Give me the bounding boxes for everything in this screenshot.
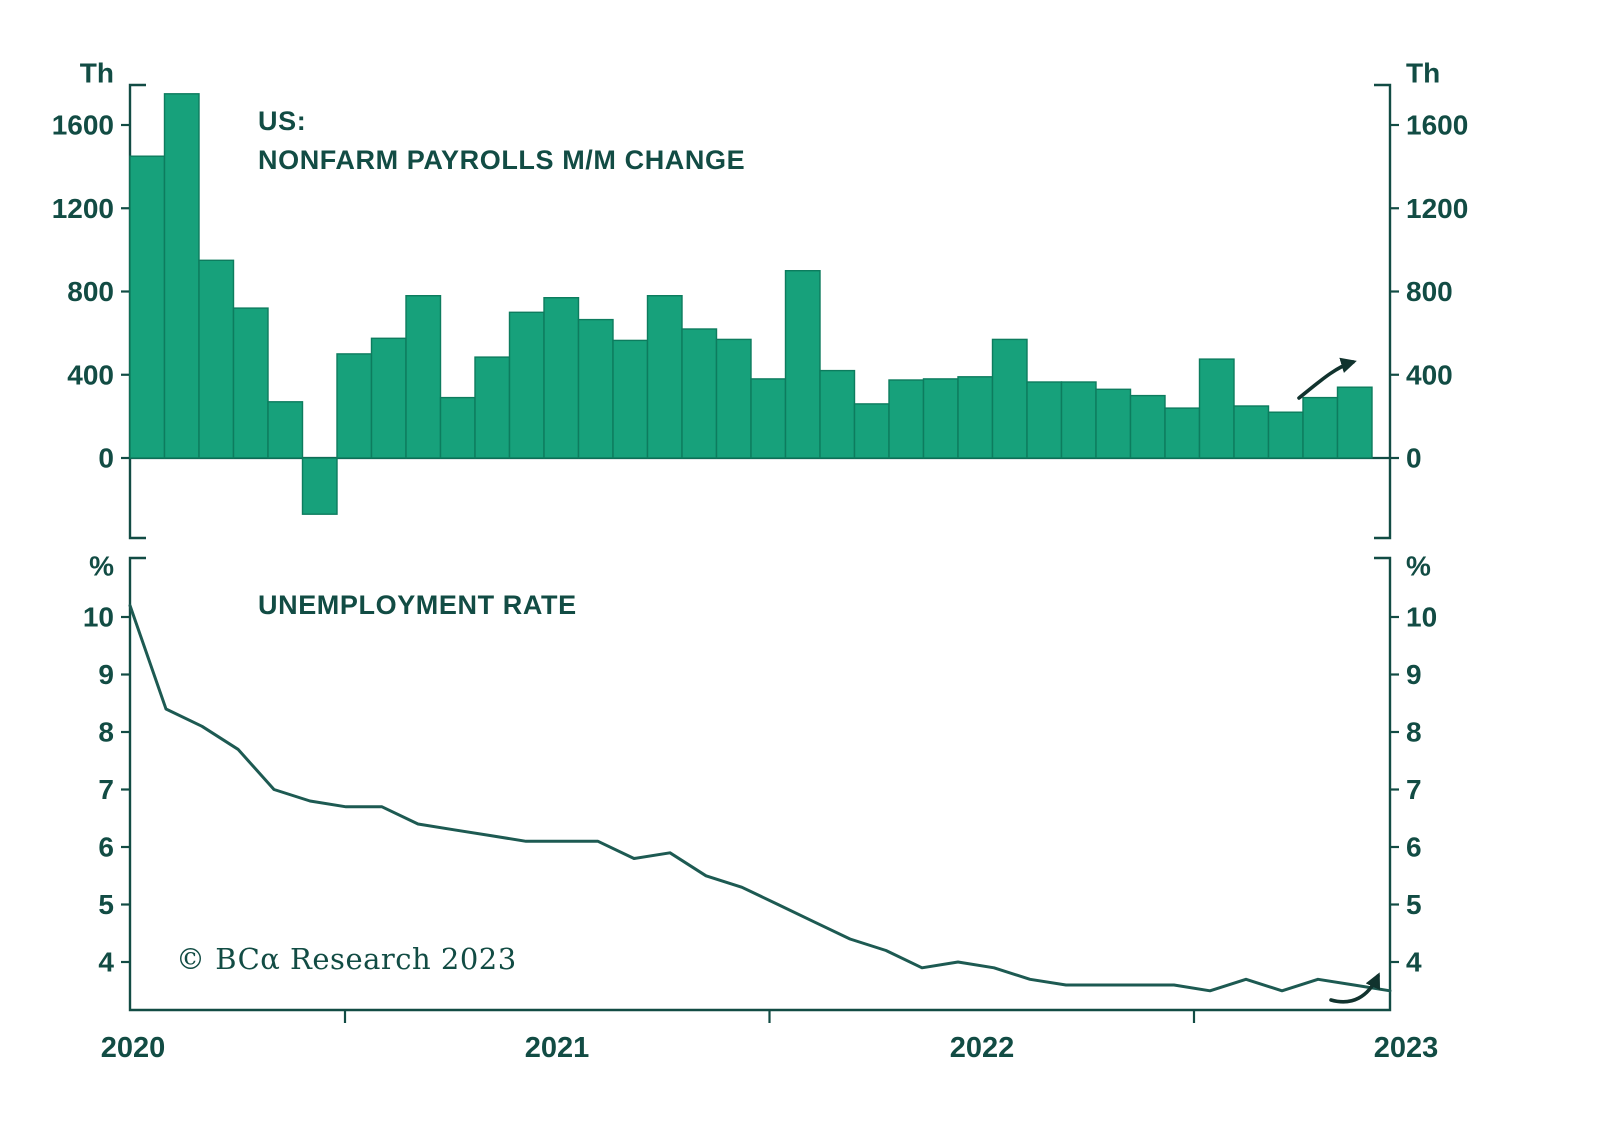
payroll-bar: [232, 307, 269, 459]
unemployment-ytick-label: 5: [1406, 889, 1422, 920]
payroll-bar: [1267, 411, 1304, 459]
payroll-bar: [1336, 386, 1373, 459]
payroll-bar: [198, 259, 235, 459]
unemployment-axis-frame: [128, 556, 1392, 1012]
payroll-bar: [405, 295, 442, 459]
unemployment-ytick-label: 4: [1406, 947, 1422, 978]
x-year-label: 2020: [101, 1032, 166, 1064]
unemployment-ytick-label: 7: [98, 774, 114, 805]
payroll-bar: [439, 396, 476, 459]
payroll-bar: [888, 379, 925, 459]
unemployment-unit-label: %: [1406, 551, 1431, 582]
payrolls-title-region: US:: [258, 106, 307, 136]
unemployment-ytick-label: 8: [98, 717, 114, 748]
payrolls-ytick-label: 0: [98, 443, 114, 474]
payroll-bar: [1302, 396, 1339, 459]
payroll-bar: [819, 369, 856, 459]
payrolls-ytick-label: 1200: [52, 193, 114, 224]
unemployment-ytick-label: 4: [98, 947, 114, 978]
payroll-bar: [336, 353, 373, 459]
x-year-label: 2022: [950, 1032, 1015, 1064]
payroll-bar: [370, 337, 407, 459]
unemployment-ytick-label: 10: [1406, 602, 1437, 633]
payrolls-unit-label: Th: [1406, 58, 1440, 89]
unemployment-ytick-label: 5: [98, 889, 114, 920]
payroll-bar: [1095, 388, 1132, 459]
unemployment-ytick-label: 6: [98, 832, 114, 863]
payroll-bar: [922, 378, 959, 459]
copyright-note: © BCα Research 2023: [176, 942, 517, 976]
payroll-bar: [129, 155, 166, 459]
unemployment-ytick-label: 10: [83, 602, 114, 633]
payroll-bar: [1129, 394, 1166, 459]
payrolls-ytick-label: 800: [1406, 276, 1453, 307]
payroll-bar: [1026, 381, 1063, 459]
payrolls-ytick-label: 400: [1406, 359, 1453, 390]
x-year-label: 2023: [1374, 1032, 1439, 1064]
payrolls-title-series: NONFARM PAYROLLS M/M CHANGE: [258, 145, 746, 175]
payroll-bar: [957, 376, 994, 459]
unemployment-trend-arrow-icon: [1329, 972, 1381, 1004]
payroll-bar: [267, 401, 304, 459]
payrolls-ytick-label: 1600: [1406, 110, 1468, 141]
payroll-bar: [715, 338, 752, 459]
payroll-bar: [301, 457, 338, 515]
payroll-bar: [1198, 358, 1235, 459]
payroll-bar: [853, 403, 890, 459]
payroll-bar: [784, 270, 821, 459]
payroll-bar: [646, 295, 683, 459]
payroll-bar: [1233, 405, 1270, 459]
payrolls-ytick-label: 1200: [1406, 193, 1468, 224]
payrolls-ytick-label: 0: [1406, 443, 1422, 474]
x-year-label: 2021: [525, 1032, 590, 1064]
payroll-bar: [612, 339, 649, 459]
payrolls-ytick-label: 400: [67, 359, 114, 390]
payroll-bar: [1060, 381, 1097, 459]
payroll-bar: [750, 378, 787, 459]
unemployment-unit-label: %: [89, 551, 114, 582]
unemployment-ytick-label: 7: [1406, 774, 1422, 805]
payroll-bar: [163, 93, 200, 459]
payrolls-bars: [129, 93, 1373, 515]
unemployment-ytick-label: 9: [98, 659, 114, 690]
unemployment-ytick-label: 9: [1406, 659, 1422, 690]
payrolls-ytick-label: 800: [67, 276, 114, 307]
payrolls-trend-arrow-icon: [1297, 357, 1357, 400]
unemployment-ytick-label: 6: [1406, 832, 1422, 863]
payrolls-chart-title: US: NONFARM PAYROLLS M/M CHANGE: [258, 102, 745, 180]
payrolls-ytick-label: 1600: [52, 110, 114, 141]
unemployment-ytick-label: 8: [1406, 717, 1422, 748]
payroll-bar: [577, 318, 614, 459]
payrolls-unit-label: Th: [80, 58, 114, 89]
payroll-bar: [991, 338, 1028, 459]
payroll-bar: [1164, 407, 1201, 459]
payroll-bar: [543, 297, 580, 459]
payroll-bar: [508, 311, 545, 459]
payroll-bar: [474, 356, 511, 459]
unemployment-line: [128, 604, 1392, 993]
payroll-bar: [681, 328, 718, 459]
unemployment-chart-title: UNEMPLOYMENT RATE: [258, 590, 577, 620]
